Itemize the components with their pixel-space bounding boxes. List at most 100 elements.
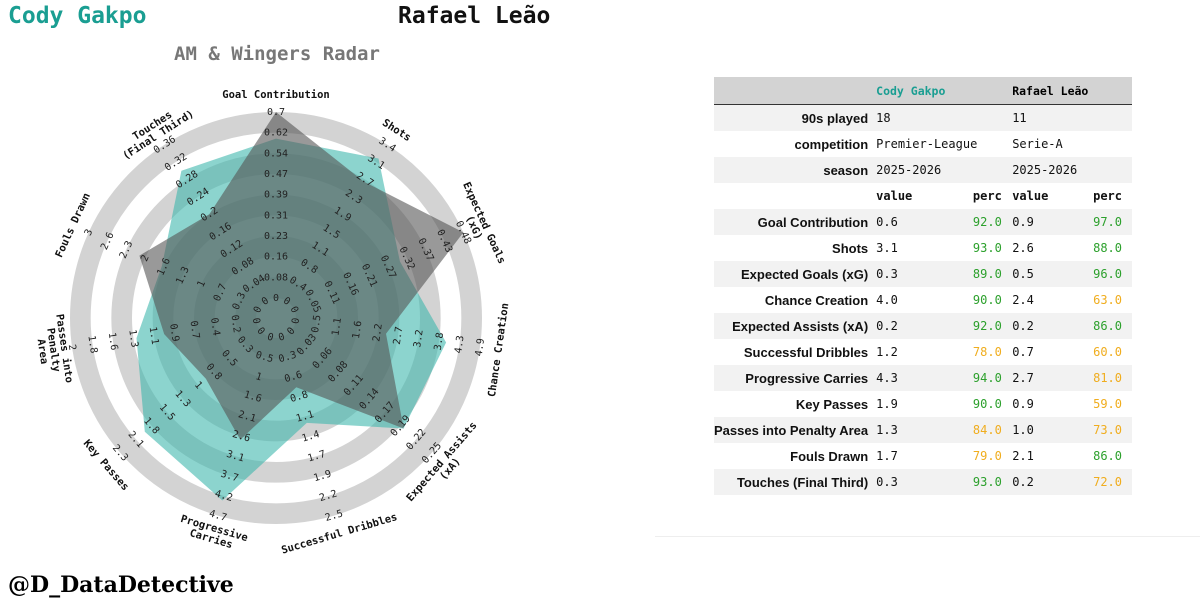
table-cell-value-b: 2.4 — [1012, 293, 1034, 307]
table-cell-value-b: 0.2 — [1012, 313, 1094, 339]
table-cell-perc-b: 86.0 — [1093, 313, 1132, 339]
table-cell-value-b: 2.7 — [1012, 365, 1094, 391]
table-cell-value-b: 0.9 — [1012, 397, 1034, 411]
radar-tick-label: 2.6 — [231, 429, 251, 445]
radar-tick-label: 3.8 — [433, 332, 446, 351]
radar-tick-label: 1.6 — [351, 320, 364, 339]
table-meta-row: season 2025-2026 2025-2026 — [714, 157, 1132, 183]
radar-tick-label: 3 — [83, 228, 96, 238]
table-row: Passes into Penalty Area 1.3 84.0 1.0 73.0 — [714, 417, 1132, 443]
radar-tick-label: 1.7 — [307, 449, 327, 465]
table-cell-value-b: 0.7 — [1012, 345, 1034, 359]
radar-tick-label: 2.2 — [371, 323, 384, 342]
table-row-label: competition — [794, 136, 869, 152]
radar-tick-label: 0 — [254, 326, 266, 338]
radar-tick-label: 1 — [254, 371, 263, 383]
table-cell-player-b: 11 — [1012, 104, 1132, 131]
table-cell-perc-b: 88.0 — [1093, 241, 1123, 255]
table-cell-value-b: 1.0 — [1012, 417, 1094, 443]
radar-tick-label: 1.9 — [312, 469, 332, 485]
table-cell-value-b: 0.9 — [1012, 209, 1094, 235]
table-cell-player-a: Premier-League — [876, 137, 978, 151]
table-cell-value-a: 4.3 — [876, 365, 973, 391]
table-cell-value-a: 1.2 — [876, 345, 898, 359]
table-cell-perc-a: 94.0 — [972, 365, 1013, 391]
radar-tick-label: 0 — [287, 305, 300, 315]
radar-axis-label: Chance Creation — [486, 302, 511, 398]
table-row: Touches (Final Third) 0.3 93.0 0.2 72.0 — [714, 469, 1132, 495]
table-meta-row: 90s played 18 11 — [714, 104, 1132, 131]
radar-tick-label: 0.3 — [277, 350, 297, 366]
radar-tick-label: 1.4 — [301, 429, 321, 445]
table-cell-value-a: 1.9 — [876, 397, 898, 411]
table-cell-player-b: Serie-A — [1012, 137, 1063, 151]
table-cell-player-a: 18 — [876, 104, 1013, 131]
table-cell-perc-b: 97.0 — [1093, 209, 1132, 235]
radar-tick-label: 0 — [250, 317, 262, 325]
watermark: @D_DataDetective — [8, 572, 234, 598]
radar-tick-label: 0.16 — [264, 252, 288, 263]
radar-tick-label: 0.6 — [283, 369, 303, 385]
radar-tick-label: 0.08 — [264, 272, 288, 283]
table-row-label — [714, 183, 876, 209]
table-cell-player-b: 2025-2026 — [1012, 157, 1132, 183]
table-subheader-perc-a: perc — [972, 189, 1002, 203]
table-cell-perc-b: 60.0 — [1093, 345, 1123, 359]
table-row-label: Chance Creation — [764, 292, 869, 308]
radar-tick-label: 4.3 — [453, 335, 466, 354]
table-meta-row: competition Premier-League Serie-A — [714, 131, 1132, 157]
radar-tick-label: 2.5 — [324, 508, 344, 524]
radar-tick-label: 0.54 — [264, 148, 288, 159]
table-subheader-perc-b: perc — [1093, 189, 1123, 203]
radar-axis-label: Goal Contribution — [222, 89, 329, 101]
table-row-label: Key Passes — [795, 396, 869, 412]
table-row-label: Expected Assists (xA) — [714, 313, 877, 339]
radar-tick-label: 3.7 — [219, 469, 239, 485]
table-cell-perc-b: 73.0 — [1093, 417, 1132, 443]
table-cell-value-a: 0.3 — [876, 469, 973, 495]
radar-chart: 00.080.160.230.310.390.470.540.620.700.4… — [35, 89, 512, 557]
radar-tick-label: 0.39 — [264, 190, 288, 201]
table-cell-perc-a: 79.0 — [972, 449, 1002, 463]
player-b-name: Rafael Leão — [398, 3, 551, 29]
radar-tick-label: 1.8 — [85, 335, 98, 354]
table-cell-player-a: 2025-2026 — [876, 157, 1013, 183]
radar-tick-label: 0.5 — [310, 314, 323, 333]
table-cell-perc-b: 59.0 — [1093, 397, 1123, 411]
radar-tick-label: 0 — [285, 326, 297, 338]
radar-tick-label: 0.4 — [208, 317, 221, 336]
radar-tick-label: 1.1 — [330, 317, 343, 336]
table-row-label: Shots — [832, 240, 869, 256]
table-cell-value-a: 4.0 — [876, 293, 898, 307]
radar-tick-label: 0.7 — [267, 107, 285, 118]
radar-tick-label: 0.47 — [264, 169, 288, 180]
table-cell-perc-a: 92.0 — [972, 209, 1013, 235]
table-cell-perc-a: 78.0 — [972, 345, 1002, 359]
table-row: Chance Creation 4.0 90.0 2.4 63.0 — [714, 287, 1132, 313]
radar-tick-label: 4.7 — [208, 508, 228, 524]
comparison-table: Cody Gakpo Rafael Leão 90s played 18 11 com… — [714, 77, 1132, 495]
table-row-label: season — [714, 157, 877, 183]
table-cell-perc-b: 72.0 — [1093, 469, 1132, 495]
table-row: Shots 3.1 93.0 2.6 88.0 — [714, 235, 1132, 261]
radar-tick-label: 1 — [196, 279, 209, 289]
radar-tick-label: 0 — [290, 317, 302, 325]
table-row: Expected Assists (xA) 0.2 92.0 0.2 86.0 — [714, 313, 1132, 339]
radar-tick-label: 0 — [266, 332, 275, 344]
table-cell-value-b: 2.1 — [1012, 449, 1034, 463]
table-row: Fouls Drawn 1.7 79.0 2.1 86.0 — [714, 443, 1132, 469]
radar-tick-label: 1.6 — [243, 389, 263, 405]
table-cell-perc-a: 84.0 — [972, 417, 1013, 443]
table-cell-value-a: 0.2 — [876, 313, 973, 339]
table-row-label: Goal Contribution — [714, 209, 877, 235]
table-cell-perc-a: 90.0 — [972, 293, 1002, 307]
radar-title: AM & Wingers Radar — [174, 43, 380, 65]
player-a-name: Cody Gakpo — [8, 3, 147, 29]
radar-tick-label: 0.9 — [167, 323, 180, 342]
table-cell-perc-a: 89.0 — [972, 261, 1013, 287]
radar-tick-label: 0.31 — [264, 210, 288, 221]
radar-tick-label: 2.2 — [318, 488, 338, 504]
radar-tick-label: 2.1 — [237, 409, 257, 425]
table-header-player-a: Cody Gakpo — [876, 77, 1013, 105]
table-row-label: Touches (Final Third) — [714, 469, 877, 495]
